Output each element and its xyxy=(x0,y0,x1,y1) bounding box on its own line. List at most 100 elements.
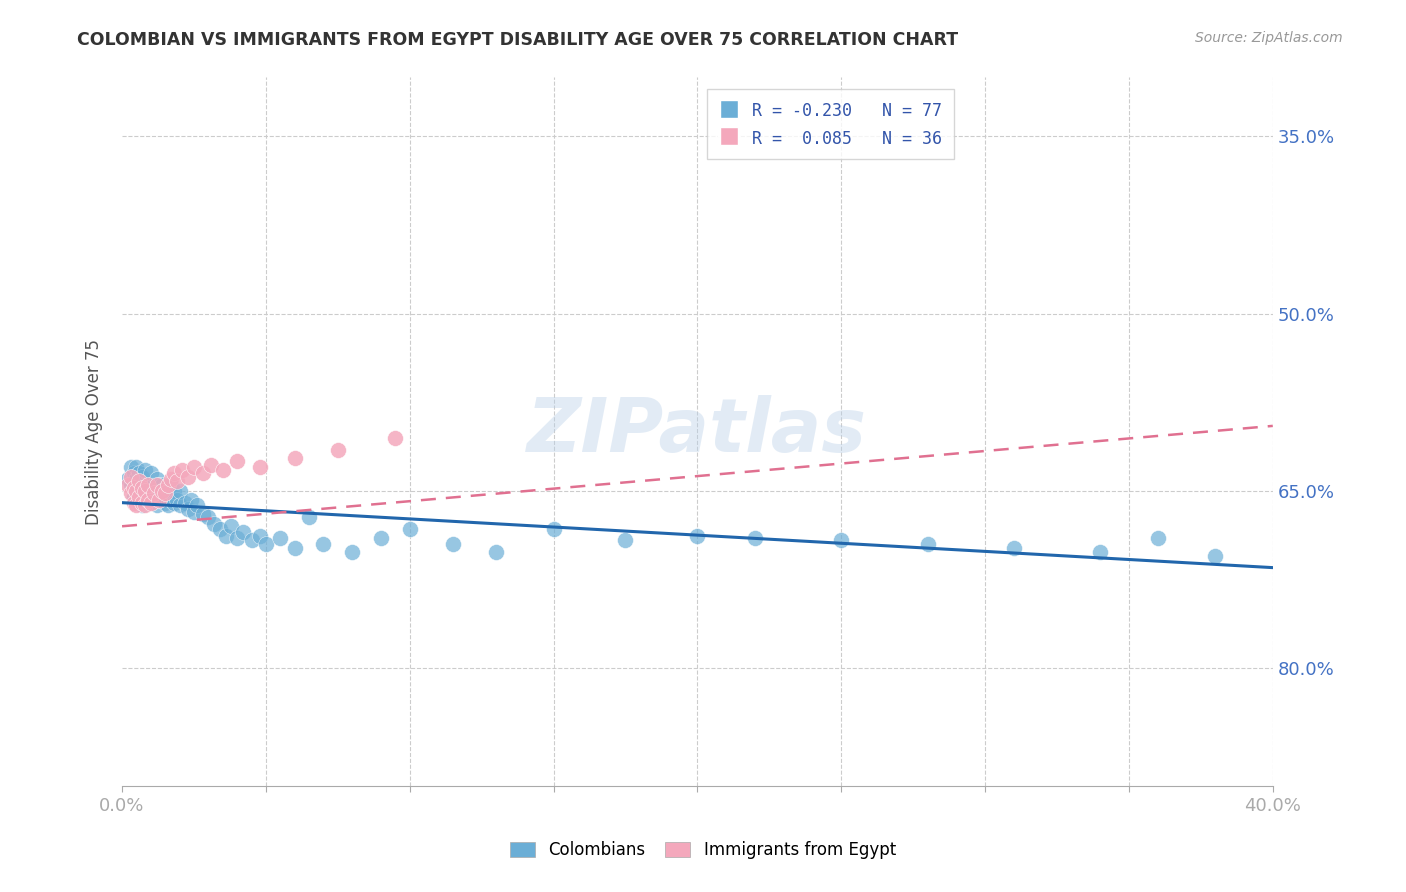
Point xyxy=(125,460,148,475)
Point xyxy=(166,475,188,489)
Point xyxy=(163,496,186,510)
Point xyxy=(148,478,170,492)
Point xyxy=(284,450,307,465)
Point xyxy=(180,493,202,508)
Point xyxy=(211,462,233,476)
Point xyxy=(142,486,165,500)
Point xyxy=(186,498,208,512)
Point xyxy=(131,483,153,498)
Point xyxy=(254,537,277,551)
Point xyxy=(744,531,766,545)
Point xyxy=(240,533,263,548)
Point xyxy=(485,545,508,559)
Point xyxy=(142,478,165,492)
Point xyxy=(117,472,139,486)
Y-axis label: Disability Age Over 75: Disability Age Over 75 xyxy=(86,339,103,524)
Point xyxy=(160,493,183,508)
Point xyxy=(148,493,170,508)
Point xyxy=(136,496,159,510)
Point xyxy=(131,469,153,483)
Point xyxy=(120,469,142,483)
Point xyxy=(136,493,159,508)
Point xyxy=(153,486,176,500)
Point xyxy=(157,478,180,492)
Point xyxy=(125,472,148,486)
Point xyxy=(157,483,180,498)
Point xyxy=(160,472,183,486)
Point xyxy=(284,541,307,555)
Point xyxy=(120,486,142,500)
Point xyxy=(134,462,156,476)
Point xyxy=(177,501,200,516)
Point xyxy=(150,493,173,508)
Text: ZIPatlas: ZIPatlas xyxy=(527,395,868,468)
Point xyxy=(131,496,153,510)
Point xyxy=(134,498,156,512)
Point xyxy=(441,537,464,551)
Point xyxy=(139,466,162,480)
Point xyxy=(145,472,167,486)
Point xyxy=(163,466,186,480)
Point xyxy=(214,529,236,543)
Point xyxy=(191,508,214,522)
Point xyxy=(145,483,167,498)
Point xyxy=(150,483,173,498)
Point xyxy=(232,525,254,540)
Point xyxy=(384,431,406,445)
Point xyxy=(128,478,150,492)
Point xyxy=(128,490,150,504)
Point xyxy=(269,531,291,545)
Point xyxy=(134,478,156,492)
Point xyxy=(160,478,183,492)
Point xyxy=(1088,545,1111,559)
Point xyxy=(139,478,162,492)
Point xyxy=(172,462,194,476)
Point xyxy=(122,490,145,504)
Point xyxy=(122,482,145,496)
Legend: R = -0.230   N = 77, R =  0.085   N = 36: R = -0.230 N = 77, R = 0.085 N = 36 xyxy=(707,89,953,160)
Point xyxy=(134,490,156,504)
Point xyxy=(122,466,145,480)
Point xyxy=(174,496,197,510)
Point xyxy=(191,466,214,480)
Point xyxy=(145,478,167,492)
Point xyxy=(120,460,142,475)
Point xyxy=(134,483,156,498)
Point xyxy=(917,537,939,551)
Point xyxy=(148,490,170,504)
Point xyxy=(128,496,150,510)
Text: Source: ZipAtlas.com: Source: ZipAtlas.com xyxy=(1195,31,1343,45)
Point xyxy=(249,529,271,543)
Point xyxy=(125,483,148,498)
Point xyxy=(125,483,148,498)
Point xyxy=(157,498,180,512)
Point xyxy=(128,475,150,489)
Point xyxy=(183,505,205,519)
Point xyxy=(136,478,159,492)
Point xyxy=(122,496,145,510)
Point xyxy=(1146,531,1168,545)
Point xyxy=(117,478,139,492)
Point xyxy=(131,498,153,512)
Point xyxy=(139,496,162,510)
Point xyxy=(226,531,249,545)
Point xyxy=(166,493,188,508)
Point xyxy=(139,490,162,504)
Point xyxy=(312,537,335,551)
Point xyxy=(177,469,200,483)
Point xyxy=(1204,549,1226,563)
Point xyxy=(125,498,148,512)
Point xyxy=(136,482,159,496)
Point xyxy=(202,516,225,531)
Point xyxy=(153,482,176,496)
Point xyxy=(370,531,392,545)
Point xyxy=(208,522,231,536)
Point xyxy=(197,509,219,524)
Point xyxy=(163,483,186,498)
Point xyxy=(298,509,321,524)
Legend: Colombians, Immigrants from Egypt: Colombians, Immigrants from Egypt xyxy=(502,833,904,868)
Point xyxy=(153,496,176,510)
Point xyxy=(226,454,249,468)
Point xyxy=(686,529,709,543)
Point xyxy=(543,522,565,536)
